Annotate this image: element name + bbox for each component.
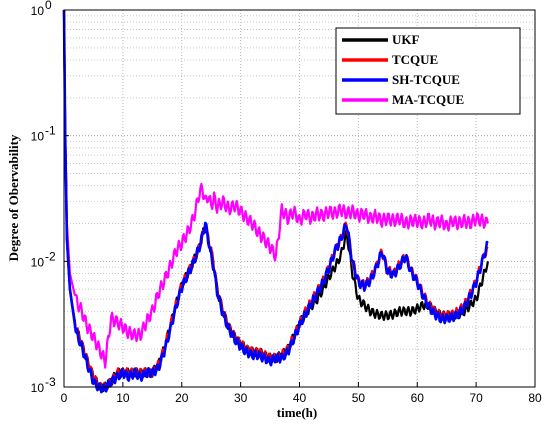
x-tick-label: 40 xyxy=(293,391,307,405)
y-tick-exponent: 0 xyxy=(45,0,52,12)
legend-label-sh-tcque: SH-TCQUE xyxy=(392,72,460,87)
y-tick-label: 10 xyxy=(31,381,45,395)
legend: UKF TCQUE SH-TCQUE MA-TCQUE xyxy=(335,27,521,115)
x-tick-label: 70 xyxy=(469,391,483,405)
legend-label-tcque: TCQUE xyxy=(392,52,438,67)
x-tick-label: 80 xyxy=(528,391,542,405)
x-tick-label: 60 xyxy=(411,391,425,405)
y-tick-exponent: -1 xyxy=(45,124,56,138)
y-tick-exponent: -3 xyxy=(45,375,56,389)
grid-lines xyxy=(64,10,535,387)
y-tick-label: 10 xyxy=(31,130,45,144)
y-tick-exponent: -2 xyxy=(45,249,56,263)
legend-label-ma-tcque: MA-TCQUE xyxy=(392,92,464,107)
x-tick-label: 0 xyxy=(61,391,68,405)
x-tick-label: 10 xyxy=(116,391,130,405)
series-line-sh-tcque xyxy=(62,9,489,394)
legend-label-ukf: UKF xyxy=(392,32,420,47)
x-axis-ticks: 0 10 20 30 40 50 60 70 80 xyxy=(61,382,542,405)
x-tick-label: 20 xyxy=(175,391,189,405)
x-tick-label: 50 xyxy=(352,391,366,405)
x-axis-label: time(h) xyxy=(277,405,317,420)
series-lines xyxy=(62,9,489,394)
y-axis-label: Degree of Obervability xyxy=(6,134,21,261)
x-tick-label: 30 xyxy=(234,391,248,405)
y-tick-label: 10 xyxy=(31,4,45,18)
series-line-ma-tcque xyxy=(62,9,489,369)
y-tick-label: 10 xyxy=(31,255,45,269)
